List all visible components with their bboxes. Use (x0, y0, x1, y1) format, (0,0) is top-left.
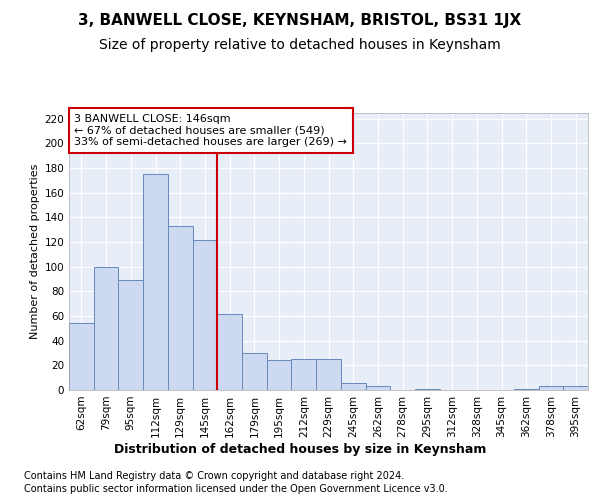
Bar (415, 389, 440, 390)
Text: Contains public sector information licensed under the Open Government Licence v3: Contains public sector information licen… (24, 484, 448, 494)
Bar (242, 353, 267, 390)
Y-axis label: Number of detached properties: Number of detached properties (30, 164, 40, 339)
Text: 3, BANWELL CLOSE, KEYNSHAM, BRISTOL, BS31 1JX: 3, BANWELL CLOSE, KEYNSHAM, BRISTOL, BS3… (79, 12, 521, 28)
Bar (563, 386, 588, 390)
Bar (168, 226, 193, 390)
Bar (193, 240, 217, 390)
Text: Contains HM Land Registry data © Crown copyright and database right 2024.: Contains HM Land Registry data © Crown c… (24, 471, 404, 481)
Bar (118, 280, 143, 390)
Bar (292, 359, 316, 390)
Bar (69, 324, 94, 390)
Bar (514, 389, 539, 390)
Bar (539, 386, 563, 390)
Text: Size of property relative to detached houses in Keynsham: Size of property relative to detached ho… (99, 38, 501, 52)
Bar (143, 174, 168, 390)
Bar (316, 359, 341, 390)
Bar (267, 360, 292, 390)
Bar (341, 382, 365, 390)
Bar (94, 266, 118, 390)
Text: 3 BANWELL CLOSE: 146sqm
← 67% of detached houses are smaller (549)
33% of semi-d: 3 BANWELL CLOSE: 146sqm ← 67% of detache… (74, 114, 347, 147)
Bar (217, 314, 242, 390)
Bar (365, 386, 390, 390)
Text: Distribution of detached houses by size in Keynsham: Distribution of detached houses by size … (114, 442, 486, 456)
